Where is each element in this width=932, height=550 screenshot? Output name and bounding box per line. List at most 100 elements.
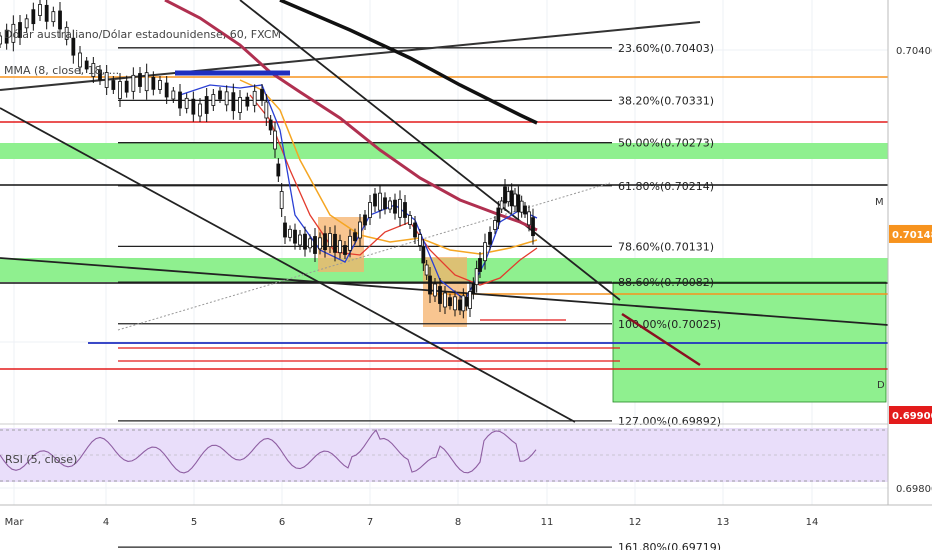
candle-body [138, 73, 142, 87]
candle-body [91, 63, 96, 77]
x-tick-label: 7 [367, 517, 373, 528]
fib-label: 38.20%(0.70331) [618, 94, 714, 107]
candle-body [388, 200, 392, 210]
rsi-line [0, 428, 537, 474]
candle-body [523, 205, 527, 215]
candle-body [184, 97, 189, 109]
candle-body [503, 186, 507, 204]
price-label-box [889, 113, 932, 132]
trendline-red-diagonal [621, 312, 701, 367]
fib-label: 61.80%(0.70214) [618, 180, 714, 193]
candle-body [11, 23, 16, 43]
green-target-box [612, 281, 887, 403]
candle-body [71, 37, 76, 56]
candle-body [443, 292, 447, 308]
candle-body [461, 295, 466, 312]
candle-body [283, 222, 287, 238]
candle-body [408, 215, 412, 225]
candle-body [531, 217, 535, 237]
candle-body [131, 74, 136, 92]
candle-body [279, 191, 284, 209]
green-zone-upper [0, 143, 888, 159]
candle-body [118, 81, 122, 99]
candle-body [293, 229, 297, 244]
candle-body [124, 80, 129, 93]
candle-body [393, 199, 397, 214]
candle-body [318, 237, 322, 250]
candle-body [433, 283, 437, 297]
candle-body [471, 282, 476, 295]
candle-body [453, 296, 457, 311]
trendline-falling-1 [239, 0, 621, 301]
candle-body [204, 96, 209, 114]
candle-body [164, 82, 169, 98]
candle-body [51, 11, 56, 23]
candle-body [144, 72, 149, 92]
ma-red-thin [249, 94, 538, 286]
candle-body [104, 72, 109, 88]
time-axis: Mar 4 5 6 7 8 11 12 13 14 [5, 517, 819, 528]
candle-body [231, 92, 236, 112]
candle-body [527, 211, 531, 226]
candle-body [31, 9, 36, 25]
candle-body [0, 35, 2, 45]
candle-body [198, 103, 202, 117]
indicator-label: MMA (8, close, 18, ... [4, 64, 119, 77]
price-label-text: 0.69900 [892, 411, 932, 422]
candle-body [348, 235, 352, 251]
candle-body [264, 101, 269, 119]
side-marker-d: D [877, 380, 885, 391]
candle-body [424, 264, 429, 276]
candle-body [418, 234, 422, 246]
grid-lines [0, 0, 888, 505]
candle-body [58, 10, 62, 30]
candle-body [488, 231, 492, 245]
x-tick-label: 13 [717, 517, 730, 528]
candle-body [493, 220, 497, 230]
candle-body [4, 29, 9, 44]
candle-body [44, 4, 49, 22]
candle-body [353, 232, 357, 242]
ma-black-thick [279, 0, 538, 125]
x-tick-label: 11 [541, 517, 554, 528]
candle-body [78, 52, 82, 68]
candle-body [260, 89, 264, 101]
candle-body [111, 80, 116, 90]
candle-body [474, 268, 479, 286]
candle-body [343, 245, 347, 255]
candle-body [245, 96, 250, 107]
candle-body [328, 233, 332, 247]
x-tick-label: Mar [5, 517, 25, 528]
x-tick-label: 8 [455, 517, 461, 528]
candle-body [313, 236, 317, 254]
fib-label: 127.00%(0.69892) [618, 415, 721, 428]
candle-body [276, 163, 281, 177]
trendline-falling-2 [0, 107, 576, 423]
fib-label: 88.60%(0.70082) [618, 276, 714, 289]
candle-body [464, 296, 469, 307]
candle-body [151, 76, 156, 90]
candle-body [428, 275, 432, 295]
trendline-upper [0, 21, 701, 91]
candle-body [64, 26, 69, 40]
candle-body [38, 4, 42, 16]
candle-body [238, 97, 242, 113]
candle-body [513, 193, 517, 207]
x-tick-label: 5 [191, 517, 197, 528]
candle-body [458, 299, 462, 311]
candle-body [288, 228, 292, 238]
candle-body [383, 197, 387, 210]
fib-label: 23.60%(0.70403) [618, 42, 714, 55]
candle-body [298, 234, 302, 246]
candle-body [413, 222, 417, 238]
price-label-text: 0.70301 [892, 118, 932, 129]
candle-body [98, 69, 102, 81]
fib-label: 100.00%(0.70025) [618, 318, 721, 331]
fib-label: 161.80%(0.69719) [618, 541, 721, 550]
candle-body [252, 90, 257, 106]
candle-body [438, 286, 442, 304]
